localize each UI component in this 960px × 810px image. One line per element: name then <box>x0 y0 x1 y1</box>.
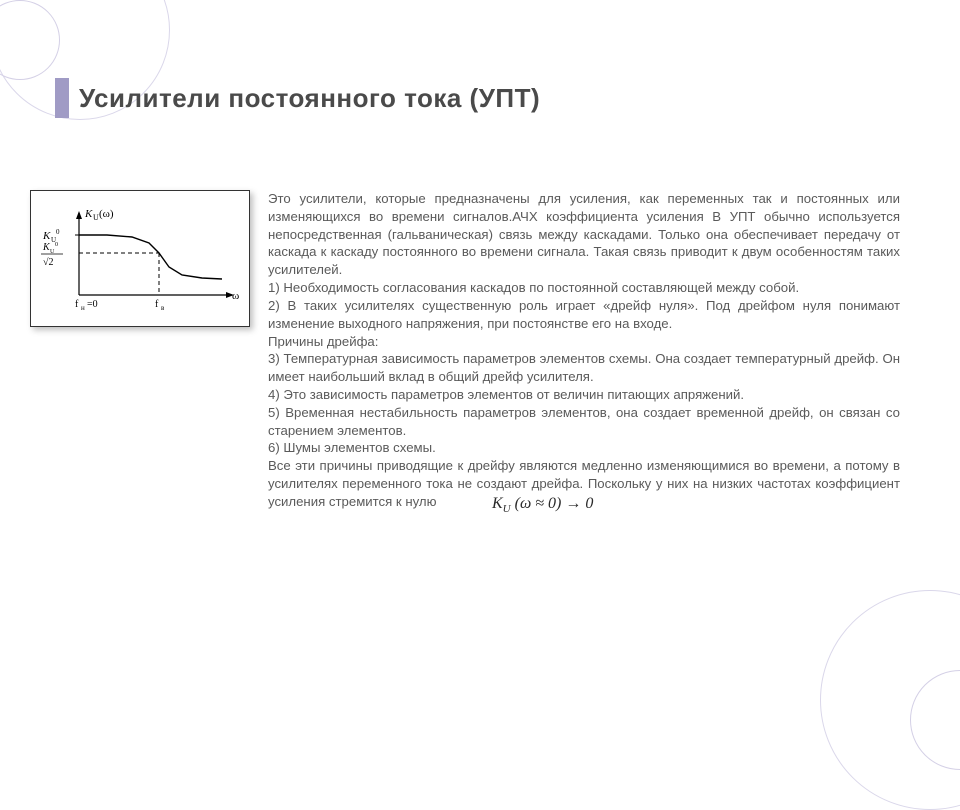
content-row: KU(ω)KU0KU0√2fн=0fвω Это усилители, кото… <box>30 190 900 517</box>
svg-text:ω: ω <box>232 290 239 302</box>
title-bar: Усилители постоянного тока (УПТ) <box>55 78 540 118</box>
svg-text:f: f <box>155 299 159 310</box>
svg-text:в: в <box>161 304 165 312</box>
body-text: Это усилители, которые предназначены для… <box>268 190 900 517</box>
formula: KU (ω ≈ 0) → 0 <box>488 493 593 517</box>
svg-text:н: н <box>81 304 85 312</box>
point-1: 1) Необходимость согласования каскадов п… <box>268 279 900 297</box>
svg-text:0: 0 <box>56 228 60 236</box>
page-title: Усилители постоянного тока (УПТ) <box>79 83 540 114</box>
point-2: 2) В таких усилителях существенную роль … <box>268 297 900 333</box>
chart-svg: KU(ω)KU0KU0√2fн=0fвω <box>37 195 245 315</box>
svg-text:=0: =0 <box>87 299 98 310</box>
frequency-response-chart: KU(ω)KU0KU0√2fн=0fвω <box>30 190 250 327</box>
svg-text:0: 0 <box>55 242 58 248</box>
svg-text:f: f <box>75 299 79 310</box>
cause-6: 6) Шумы элементов схемы. <box>268 439 900 457</box>
svg-text:K: K <box>42 230 51 242</box>
causes-header: Причины дрейфа: <box>268 333 900 351</box>
cause-5: 5) Временная нестабильность параметров э… <box>268 404 900 440</box>
intro-paragraph: Это усилители, которые предназначены для… <box>268 190 900 279</box>
svg-text:K: K <box>84 208 93 220</box>
svg-text:(ω): (ω) <box>99 208 114 220</box>
title-accent <box>55 78 69 118</box>
cause-4: 4) Это зависимость параметров элементов … <box>268 386 900 404</box>
svg-text:√2: √2 <box>43 257 54 268</box>
cause-3: 3) Температурная зависимость параметров … <box>268 350 900 386</box>
